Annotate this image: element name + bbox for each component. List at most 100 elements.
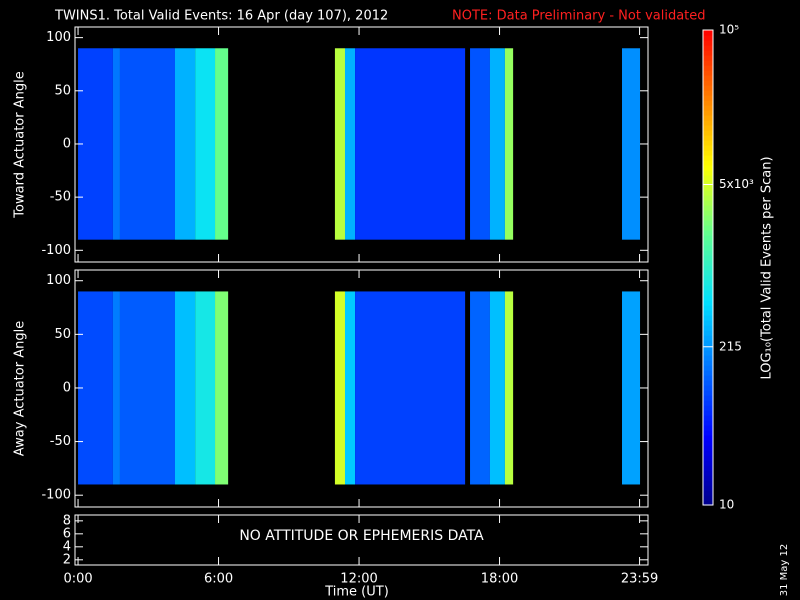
heatmap-cell: [355, 48, 466, 240]
colorbar-gradient: [703, 420, 713, 426]
colorbar-gradient: [703, 315, 713, 321]
y-axis-label: Away Actuator Angle: [13, 321, 28, 456]
y-tick-label: 100: [46, 30, 71, 45]
x-tick-label: 6:00: [204, 572, 233, 587]
colorbar-gradient: [703, 355, 713, 361]
colorbar-gradient: [703, 370, 713, 376]
y-tick-label: 6: [63, 526, 71, 541]
colorbar-gradient: [703, 100, 713, 106]
colorbar-gradient: [703, 255, 713, 261]
colorbar-gradient: [703, 185, 713, 191]
colorbar-gradient: [703, 490, 713, 496]
y-axis-label: Toward Actuator Angle: [13, 71, 28, 218]
panel-frame: [74, 269, 649, 508]
colorbar-gradient: [703, 105, 713, 111]
colorbar-gradient: [703, 120, 713, 126]
heatmap-cell: [174, 291, 196, 485]
colorbar-gradient: [703, 400, 713, 406]
colorbar-gradient: [703, 200, 713, 206]
x-tick-label: 0:00: [63, 572, 92, 587]
x-tick-label: 18:00: [481, 572, 518, 587]
colorbar-gradient: [703, 225, 713, 231]
colorbar-gradient: [703, 210, 713, 216]
colorbar-gradient: [703, 310, 713, 316]
colorbar-gradient: [703, 380, 713, 386]
colorbar-gradient: [703, 305, 713, 311]
colorbar-gradient: [703, 180, 713, 186]
colorbar-gradient: [703, 335, 713, 341]
colorbar-gradient: [703, 130, 713, 136]
colorbar-gradient: [703, 235, 713, 241]
colorbar-tick-label: 215: [719, 339, 742, 353]
colorbar-gradient: [703, 425, 713, 431]
colorbar-gradient: [703, 240, 713, 246]
colorbar-gradient: [703, 95, 713, 101]
colorbar-gradient: [703, 205, 713, 211]
colorbar-gradient: [703, 165, 713, 171]
colorbar-gradient: [703, 290, 713, 296]
colorbar-gradient: [703, 350, 713, 356]
colorbar-gradient: [703, 110, 713, 116]
colorbar-gradient: [703, 220, 713, 226]
colorbar-gradient: [703, 30, 713, 36]
y-tick-label: 2: [63, 552, 71, 567]
colorbar-gradient: [703, 470, 713, 476]
heatmap-cell: [344, 291, 356, 485]
colorbar-gradient: [703, 465, 713, 471]
colorbar-gradient: [703, 445, 713, 451]
colorbar-gradient: [703, 500, 713, 506]
heatmap-cell: [355, 291, 466, 485]
heatmap-cell: [195, 48, 216, 240]
heatmap-cell: [215, 291, 229, 485]
colorbar-gradient: [703, 80, 713, 86]
colorbar-gradient: [703, 460, 713, 466]
chart-title: TWINS1. Total Valid Events: 16 Apr (day …: [54, 9, 388, 24]
y-tick-label: -50: [50, 434, 71, 449]
colorbar-gradient: [703, 175, 713, 181]
colorbar-gradient: [703, 125, 713, 131]
colorbar-gradient: [703, 480, 713, 486]
colorbar-gradient: [703, 360, 713, 366]
annotation: NO ATTITUDE OR EPHEMERIS DATA: [239, 528, 484, 544]
colorbar-gradient: [703, 345, 713, 351]
heatmap-cell: [622, 48, 641, 240]
heatmap-cell: [78, 291, 113, 485]
heatmap-cell: [174, 48, 196, 240]
colorbar-gradient: [703, 455, 713, 461]
colorbar-tick-label: 5x10³: [719, 177, 754, 191]
colorbar-gradient: [703, 35, 713, 41]
colorbar-gradient: [703, 320, 713, 326]
heatmap-cell: [470, 291, 490, 485]
colorbar-gradient: [703, 170, 713, 176]
y-tick-label: 0: [63, 136, 71, 151]
colorbar-gradient: [703, 340, 713, 346]
colorbar-gradient: [703, 325, 713, 331]
colorbar-gradient: [703, 45, 713, 51]
colorbar-gradient: [703, 155, 713, 161]
colorbar-gradient: [703, 70, 713, 76]
colorbar-gradient: [703, 215, 713, 221]
colorbar-gradient: [703, 450, 713, 456]
heatmap-cell: [215, 48, 229, 240]
colorbar-gradient: [703, 145, 713, 151]
colorbar-gradient: [703, 390, 713, 396]
colorbar-gradient: [703, 245, 713, 251]
colorbar-tick-label: 10⁵: [719, 23, 739, 37]
heatmap-cell: [504, 291, 514, 485]
colorbar-gradient: [703, 495, 713, 501]
y-tick-label: 0: [63, 380, 71, 395]
colorbar-gradient: [703, 270, 713, 276]
heatmap-cell: [344, 48, 356, 240]
y-tick-label: 100: [46, 273, 71, 288]
heatmap-cell: [334, 291, 345, 485]
y-tick-label: 4: [63, 539, 71, 554]
heatmap-cell: [622, 291, 641, 485]
colorbar-tick-label: 10: [719, 498, 734, 512]
y-tick-label: 50: [54, 327, 71, 342]
heatmap-cell: [119, 48, 175, 240]
x-tick-label: 12:00: [340, 572, 377, 587]
heatmap-cell: [119, 291, 175, 485]
heatmap-cell: [112, 48, 120, 240]
